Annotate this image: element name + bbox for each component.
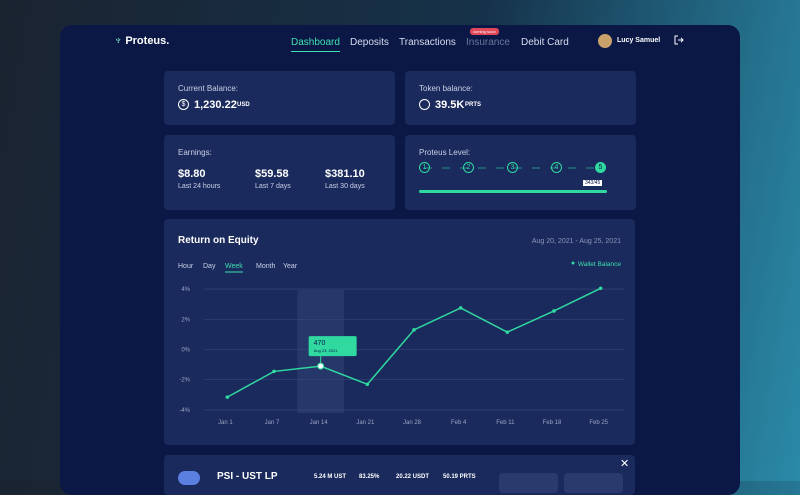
point — [552, 309, 556, 313]
pool-card: PSI - UST LP 5.24 M UST 83.25% 20.22 USD… — [164, 455, 635, 495]
badge: coming soon — [470, 28, 499, 35]
nav-link: Insurance — [466, 37, 510, 48]
earning-value: $59.58 — [255, 168, 289, 180]
point — [272, 369, 276, 374]
x-tick-label: Jan 1 — [218, 420, 233, 426]
level-step: 3 — [507, 162, 518, 173]
nav-link[interactable]: Debit Card — [521, 37, 569, 48]
range-tab[interactable]: Hour — [178, 263, 194, 270]
x-tick-label: Feb 18 — [543, 420, 562, 426]
token-icon — [419, 99, 430, 110]
range-tab[interactable]: Month — [256, 263, 276, 270]
nav-link[interactable]: Transactions — [399, 37, 456, 48]
progress-tip: 343/45 — [583, 180, 603, 186]
tooltip — [308, 336, 357, 357]
pool-icon — [178, 471, 200, 485]
y-tick-label: -4% — [179, 408, 190, 414]
pool-stat: 50.19 PRTS — [443, 474, 476, 480]
earning-period: Last 7 days — [255, 183, 291, 190]
chart-card: Return on Equity Aug 20, 2021 - Aug 25, 2… — [164, 219, 635, 445]
brand-text: Proteus. — [125, 35, 170, 47]
point — [458, 306, 463, 310]
x-tick-label: Feb 4 — [451, 420, 467, 426]
level-step: 1 — [419, 162, 430, 173]
earning-value: $8.80 — [178, 168, 206, 180]
label: Current Balance: — [178, 84, 239, 93]
nav-link[interactable]: Dashboard — [291, 37, 340, 52]
level-step: 2 — [463, 162, 474, 173]
pool-stat: 83.25% — [359, 474, 380, 480]
point — [412, 328, 416, 332]
level-step: 4 — [551, 162, 562, 173]
y-tick-label: -2% — [179, 378, 190, 384]
y-tick-label: 0% — [181, 348, 190, 354]
tooltip-date: Aug 23, 2021 — [314, 348, 339, 353]
label: Token balance: — [419, 84, 473, 93]
x-tick-label: Jan 28 — [403, 420, 422, 426]
chart-title: Return on Equity — [178, 235, 259, 246]
pool-name: PSI - UST LP — [217, 471, 278, 482]
brand[interactable]: ♆ Proteus. — [114, 35, 170, 47]
logout-icon[interactable] — [674, 35, 684, 45]
legend-dot — [571, 261, 575, 265]
point — [598, 286, 603, 291]
y-tick-label: 4% — [181, 287, 190, 293]
nav-link[interactable]: Deposits — [350, 37, 389, 48]
dollar-icon: $ — [178, 99, 189, 110]
x-tick-label: Feb 25 — [589, 420, 608, 426]
point — [505, 330, 510, 334]
pool-stat: 20.22 USDT — [396, 474, 430, 480]
unit: USD — [237, 102, 250, 108]
x-tick-label: Jan 14 — [310, 420, 329, 426]
tooltip-value: 470 — [314, 340, 326, 347]
pool-stat: 5.24 M UST — [314, 474, 347, 480]
line — [226, 287, 601, 398]
token-value: 39.5K — [435, 99, 465, 111]
range-tab[interactable]: Year — [283, 263, 298, 270]
chart: Return on Equity Aug 20, 2021 - Aug 25, 2… — [178, 235, 624, 426]
token-card: Token balance: 39.5K PRTS — [405, 71, 636, 125]
point — [365, 382, 370, 387]
level-step: 5 — [595, 162, 606, 173]
label: Proteus Level: — [419, 148, 471, 157]
button[interactable] — [499, 473, 558, 493]
y-tick-label: 2% — [181, 317, 190, 323]
close-icon[interactable]: ✕ — [620, 458, 630, 470]
range-tab[interactable]: Day — [203, 263, 216, 270]
balance-card: Current Balance: $ 1,230.22 USD — [164, 71, 395, 125]
level-card: Proteus Level: 343/45 1 2 3 4 5 — [405, 135, 636, 210]
earning-period: Last 24 hours — [178, 183, 221, 190]
level-steps — [419, 167, 607, 193]
x-tick-label: Feb 11 — [496, 420, 515, 426]
x-tick-label: Jan 7 — [265, 420, 280, 426]
earning-period: Last 30 days — [325, 183, 365, 190]
earning-value: $381.10 — [325, 168, 365, 180]
point — [317, 362, 325, 370]
point — [225, 395, 230, 399]
x-tick-label: Jan 21 — [356, 420, 375, 426]
earnings-card: Earnings: $8.80 Last 24 hours $59.58 Las… — [164, 135, 395, 210]
avatar[interactable] — [598, 34, 612, 48]
date-range: Aug 20, 2021 - Aug 25, 2021 — [532, 238, 621, 245]
range-tab[interactable]: Week — [225, 263, 243, 270]
unit: PRTS — [465, 102, 482, 108]
user-name[interactable]: Lucy Samuel — [617, 37, 661, 44]
label: Earnings: — [178, 148, 212, 157]
button[interactable] — [564, 473, 623, 493]
legend-label: Wallet Balance — [578, 261, 621, 268]
balance-value: 1,230.22 — [194, 99, 237, 111]
